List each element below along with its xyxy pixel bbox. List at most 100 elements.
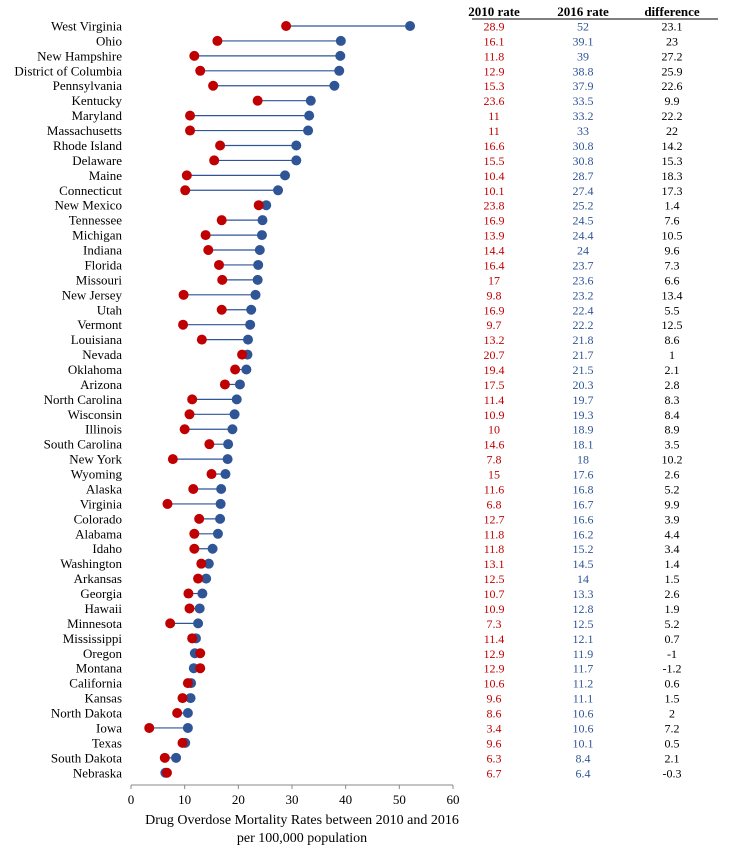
value-2010: 16.4 [484,258,505,272]
value-2016: 6.4 [576,766,591,780]
chart-row: West Virginia 28.9 52 23.1 [51,19,683,34]
value-difference: -1.2 [663,662,682,676]
value-difference: 1.4 [665,557,680,571]
state-label: Washington [60,556,122,571]
chart-row: Arkansas 12.5 14 1.5 [74,571,680,586]
chart-row: Kentucky 23.6 33.5 9.9 [71,93,679,108]
value-2016: 39 [577,49,589,63]
point-2016 [261,200,272,211]
value-2010: 12.5 [484,572,505,586]
chart-row: Wyoming 15 17.6 2.6 [71,467,680,482]
point-2010 [237,349,248,360]
value-2010: 9.6 [487,736,502,750]
value-2010: 19.4 [484,363,505,377]
value-2010: 7.8 [487,453,502,467]
value-difference: 27.2 [662,49,683,63]
chart-row: Oregon 12.9 11.9 -1 [83,646,677,661]
point-2010 [185,125,196,136]
point-2016 [229,409,240,420]
state-label: Minnesota [67,616,122,631]
point-2010 [214,259,225,270]
state-label: Virginia [80,496,123,511]
chart-row: Kansas 9.6 11.1 1.5 [84,691,679,706]
x-tick-label: 0 [128,792,135,807]
point-2016 [304,110,315,121]
point-2010 [188,483,199,494]
value-difference: 3.4 [665,542,680,556]
value-difference: 25.9 [662,64,683,78]
value-difference: 9.6 [665,244,680,258]
state-label: New Jersey [62,287,123,302]
value-2010: 10.1 [484,184,505,198]
point-2010 [179,424,190,435]
value-2010: 20.7 [484,348,505,362]
chart-row: District of Columbia 12.9 38.8 25.9 [14,63,682,78]
value-difference: 0.6 [665,677,680,691]
chart-row: Nevada 20.7 21.7 1 [82,347,675,362]
value-2010: 12.9 [484,64,505,78]
point-2016 [256,230,267,241]
chart-row: Washington 13.1 14.5 1.4 [60,556,679,571]
point-2016 [335,50,346,61]
state-label: Maine [89,168,122,183]
value-2010: 3.4 [487,721,502,735]
value-2016: 21.5 [573,363,594,377]
value-2016: 16.2 [573,527,594,541]
value-2016: 33.5 [573,94,594,108]
state-label: South Dakota [51,750,122,765]
value-difference: 9.9 [665,497,680,511]
point-2016 [171,752,182,763]
value-2010: 17 [488,273,500,287]
chart-row: Maryland 11 33.2 22.2 [71,108,682,123]
state-label: Texas [92,735,122,750]
value-2010: 6.3 [487,751,502,765]
state-label: Colorado [74,511,122,526]
chart-row: South Carolina 14.6 18.1 3.5 [44,437,680,452]
state-label: Mississippi [63,631,123,646]
point-2016 [280,170,291,181]
point-2016 [231,394,242,405]
point-2010 [230,364,241,375]
value-difference: -0.3 [663,766,682,780]
point-2010 [281,21,292,31]
chart-row: Rhode Island 16.6 30.8 14.2 [53,138,682,153]
point-2010 [187,394,198,405]
value-2010: 23.6 [484,94,505,108]
state-label: Kansas [84,691,122,706]
value-2016: 52 [577,20,589,34]
point-2010 [209,155,220,166]
state-label: Pennsylvania [53,78,123,93]
header-2010-rate: 2010 rate [468,4,520,19]
point-2010 [178,319,189,330]
point-2010 [165,618,176,629]
point-2010 [185,110,196,121]
chart-row: New Hampshire 11.8 39 27.2 [37,48,682,63]
value-2016: 12.1 [573,632,594,646]
value-2016: 24 [577,244,589,258]
chart-row: Alaska 11.6 16.8 5.2 [86,481,680,496]
point-2016 [212,528,223,539]
value-2010: 15.3 [484,79,505,93]
x-axis-label-line-2: per 100,000 population [237,831,367,846]
value-2010: 17.5 [484,378,505,392]
value-difference: 2.8 [665,378,680,392]
value-2010: 14.4 [484,244,505,258]
value-difference: 8.6 [665,333,680,347]
state-label: North Carolina [44,392,123,407]
value-2016: 18.1 [573,438,594,452]
value-2010: 15.5 [484,154,505,168]
point-2010 [183,588,194,599]
value-2010: 10 [488,423,500,437]
state-label: South Carolina [44,437,123,452]
value-2010: 11.8 [484,49,505,63]
state-label: Utah [97,302,123,317]
state-label: Missouri [76,272,123,287]
point-2010 [212,35,223,46]
value-2010: 10.9 [484,602,505,616]
chart-row: Ohio 16.1 39.1 23 [96,33,678,48]
chart-row: South Dakota 6.3 8.4 2.1 [51,750,680,765]
value-difference: 2 [669,707,675,721]
header-2016-rate: 2016 rate [557,4,609,19]
point-2016 [194,603,205,614]
value-2010: 14.6 [484,438,505,452]
